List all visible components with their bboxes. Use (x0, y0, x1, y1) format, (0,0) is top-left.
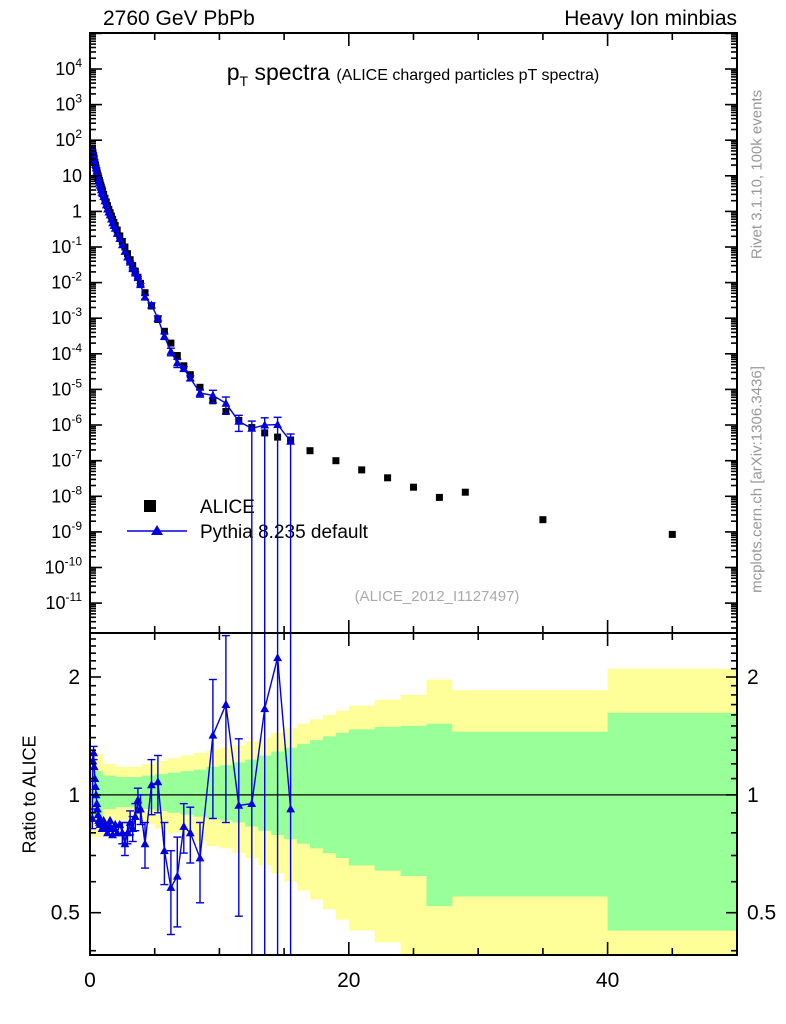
svg-text:10-3: 10-3 (51, 305, 82, 328)
svg-text:2: 2 (68, 666, 80, 689)
svg-text:10-6: 10-6 (51, 412, 82, 435)
svg-text:0.5: 0.5 (51, 902, 80, 925)
svg-text:10-11: 10-11 (46, 590, 83, 613)
svg-text:103: 103 (55, 92, 82, 115)
plot-title: pT spectra (ALICE charged particles pT s… (227, 59, 600, 89)
svg-text:10-9: 10-9 (51, 519, 82, 542)
svg-text:10: 10 (62, 166, 82, 186)
legend-marker-alice (144, 500, 156, 512)
svg-text:102: 102 (55, 127, 82, 150)
axis-ticks (89, 32, 738, 955)
svg-text:40: 40 (596, 969, 619, 992)
svg-text:1: 1 (747, 784, 759, 807)
ratio-axis-label: Ratio to ALICE (19, 735, 40, 854)
legend-label-alice: ALICE (200, 497, 255, 518)
alice-series (90, 145, 676, 538)
x-tick-labels: 0 20 40 (84, 969, 619, 992)
mcplots-arxiv-note: mcplots.cern.ch [arXiv:1306.3436] (748, 366, 766, 593)
svg-text:104: 104 (55, 56, 82, 79)
legend-label-pythia: Pythia 8.235 default (200, 522, 369, 543)
svg-text:0.5: 0.5 (747, 902, 776, 925)
svg-text:10-1: 10-1 (51, 234, 82, 257)
svg-text:10-8: 10-8 (51, 483, 82, 506)
svg-text:1: 1 (68, 784, 80, 807)
svg-text:0: 0 (84, 969, 96, 992)
legend-marker-pythia-triangle (151, 525, 163, 535)
ratio-y-tick-labels: 2 2 1 1 0.5 0.5 (51, 666, 776, 925)
svg-text:2: 2 (747, 666, 759, 689)
legend: ALICE Pythia 8.235 default (127, 497, 369, 543)
svg-text:20: 20 (337, 969, 360, 992)
main-y-tick-labels: 10410310210110-110-210-310-410-510-610-7… (45, 56, 83, 613)
svg-text:10-5: 10-5 (51, 376, 82, 399)
svg-text:10-2: 10-2 (51, 270, 82, 293)
svg-text:1: 1 (72, 201, 82, 221)
svg-text:10-4: 10-4 (51, 341, 82, 364)
analysis-id-watermark: (ALICE_2012_I1127497) (354, 588, 520, 605)
svg-text:10-10: 10-10 (45, 555, 83, 578)
beam-energy-label: 2760 GeV PbPb (103, 7, 255, 30)
pythia-series (90, 144, 295, 633)
svg-text:10-7: 10-7 (51, 448, 82, 471)
ratio-series (90, 633, 295, 955)
process-label: Heavy Ion minbias (564, 7, 737, 30)
